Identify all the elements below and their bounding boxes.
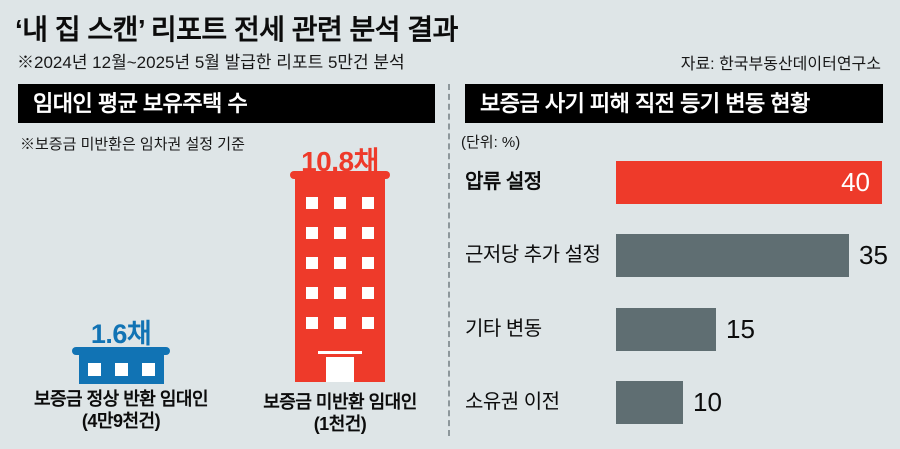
building-window bbox=[362, 227, 374, 239]
unit-label: (단위: %) bbox=[461, 134, 521, 151]
bar-mortgage bbox=[616, 234, 849, 277]
building-window bbox=[334, 227, 346, 239]
bar-label: 기타 변동 bbox=[465, 318, 542, 340]
building-window bbox=[88, 363, 101, 376]
page-title: ‘내 집 스캔’ 리포트 전세 관련 분석 결과 bbox=[15, 14, 458, 45]
red-building-category: 보증금 미반환 임대인 bbox=[263, 392, 417, 412]
red-building-sample-size: (1천건) bbox=[313, 414, 367, 434]
panel-divider bbox=[448, 84, 450, 436]
red-building-roof bbox=[290, 171, 390, 179]
bar-label: 압류 설정 bbox=[465, 171, 542, 193]
right-panel-title: 보증금 사기 피해 직전 등기 변동 현황 bbox=[465, 84, 883, 123]
building-window bbox=[362, 257, 374, 269]
blue-building-caption: 보증금 정상 반환 임대인 (4만9천건) bbox=[14, 388, 228, 432]
building-window bbox=[306, 287, 318, 299]
red-building-icon bbox=[295, 179, 385, 382]
blue-building-sample-size: (4만9천건) bbox=[81, 411, 161, 431]
bar-label: 소유권 이전 bbox=[465, 391, 560, 413]
bar-value: 40 bbox=[841, 167, 870, 197]
building-window bbox=[334, 287, 346, 299]
blue-building-value: 1.6채 bbox=[90, 319, 152, 349]
building-window bbox=[362, 287, 374, 299]
building-window bbox=[306, 317, 318, 329]
building-window bbox=[142, 363, 155, 376]
data-source: 자료: 한국부동산데이터연구소 bbox=[680, 56, 881, 73]
blue-building-roof bbox=[72, 347, 170, 355]
building-door-lintel bbox=[318, 351, 362, 354]
bar-other bbox=[616, 308, 716, 351]
building-window bbox=[306, 197, 318, 209]
building-window bbox=[306, 257, 318, 269]
bar-value: 35 bbox=[859, 240, 888, 270]
building-window bbox=[362, 317, 374, 329]
bar-ownership bbox=[616, 381, 683, 424]
bar-row-seizure: 압류 설정 40 bbox=[465, 161, 895, 204]
blue-building-category: 보증금 정상 반환 임대인 bbox=[33, 389, 209, 409]
red-building-caption: 보증금 미반환 임대인 (1천건) bbox=[240, 391, 440, 435]
page-subtitle: ※2024년 12월~2025년 5월 발급한 리포트 5만건 분석 bbox=[17, 53, 405, 72]
bar-label: 근저당 추가 설정 bbox=[465, 244, 601, 266]
bar-row-mortgage: 근저당 추가 설정 35 bbox=[465, 234, 895, 277]
building-window bbox=[334, 257, 346, 269]
blue-building-icon bbox=[79, 355, 164, 384]
bar-seizure: 40 bbox=[616, 161, 882, 204]
bar-value: 10 bbox=[693, 387, 722, 417]
bar-value: 15 bbox=[726, 314, 755, 344]
left-panel-note: ※보증금 미반환은 임차권 설정 기준 bbox=[20, 136, 245, 153]
building-window bbox=[334, 197, 346, 209]
building-window bbox=[362, 197, 374, 209]
left-panel-title: 임대인 평균 보유주택 수 bbox=[18, 84, 435, 123]
building-door bbox=[326, 357, 354, 382]
building-window bbox=[334, 317, 346, 329]
bar-row-ownership: 소유권 이전 10 bbox=[465, 381, 895, 424]
building-window bbox=[115, 363, 128, 376]
bar-row-other: 기타 변동 15 bbox=[465, 308, 895, 351]
building-window bbox=[306, 227, 318, 239]
